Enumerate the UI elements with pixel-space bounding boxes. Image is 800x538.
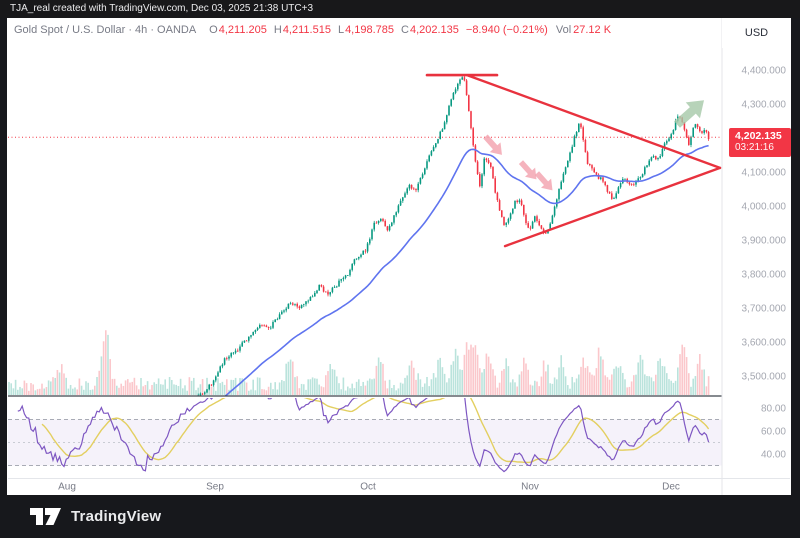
ohlc-value: 4,202.135	[409, 24, 459, 36]
svg-text:4,400.000: 4,400.000	[742, 66, 787, 77]
volume-label: Vol	[555, 24, 572, 36]
bullish-arrow	[674, 100, 705, 128]
change-value: −8.940 (−0.21%)	[465, 24, 548, 36]
currency-toggle-button[interactable]: USD	[722, 18, 791, 48]
svg-text:40.00: 40.00	[761, 450, 786, 461]
symbol-legend: Gold Spot / U.S. Dollar · 4h · OANDA O4,…	[14, 24, 611, 38]
svg-text:Nov: Nov	[521, 482, 539, 493]
chart-canvas[interactable]: 4,400.000 4,300.000 4,100.000 4,000.000 3,90…	[7, 18, 791, 495]
ohlc-value: 4,211.205	[218, 24, 267, 36]
svg-text:3,900.000: 3,900.000	[742, 236, 787, 247]
svg-text:3,800.000: 3,800.000	[742, 270, 787, 281]
axes: 4,400.000 4,300.000 4,100.000 4,000.000 3,90…	[8, 18, 790, 495]
ohlc-value: 4,198.785	[345, 24, 394, 36]
symbol-description[interactable]: Gold Spot / U.S. Dollar · 4h · OANDA	[14, 24, 197, 36]
svg-text:60.00: 60.00	[761, 427, 786, 438]
export-caption: TJA_real created with TradingView.com, D…	[10, 3, 314, 14]
svg-text:4,100.000: 4,100.000	[742, 168, 787, 179]
ohlc-label: C	[401, 24, 409, 36]
tradingview-logo-icon[interactable]	[30, 507, 62, 526]
svg-text:4,000.000: 4,000.000	[742, 202, 787, 213]
ohlc-label: H	[273, 24, 282, 36]
footer-bar: TradingView	[0, 495, 800, 538]
rsi-band	[8, 419, 722, 466]
volume-bars	[8, 330, 710, 395]
svg-text:Sep: Sep	[206, 482, 224, 493]
trendline-drawings	[8, 73, 722, 248]
tradingview-wordmark[interactable]: TradingView	[71, 508, 162, 525]
bearish-arrow	[483, 134, 502, 155]
svg-text:3,600.000: 3,600.000	[742, 338, 787, 349]
ohlc-label: L	[337, 24, 345, 36]
descending-trendline	[466, 74, 722, 170]
bar-countdown: 03:21:16	[735, 142, 774, 153]
bearish-arrow	[534, 171, 553, 191]
ma-line	[224, 144, 709, 396]
svg-text:3,500.000: 3,500.000	[742, 372, 787, 383]
volume-value: 27.12 K	[573, 24, 612, 36]
ascending-trendline	[503, 166, 722, 248]
svg-text:4,300.000: 4,300.000	[742, 100, 787, 111]
bearish-arrow	[518, 160, 537, 180]
export-titlebar: TJA_real created with TradingView.com, D…	[0, 0, 800, 18]
candles	[197, 75, 710, 396]
rsi-lines	[17, 398, 710, 473]
price-chart[interactable]: 4,400.000 4,300.000 4,100.000 4,000.000 3,90…	[7, 18, 791, 495]
svg-text:3,700.000: 3,700.000	[742, 304, 787, 315]
svg-text:80.00: 80.00	[761, 404, 786, 415]
svg-text:Oct: Oct	[360, 482, 376, 493]
svg-text:Aug: Aug	[58, 482, 76, 493]
last-price: 4,202.135	[735, 130, 782, 142]
last-price-badge: 4,202.135 03:21:16	[729, 128, 791, 157]
ohlc-label: O	[209, 24, 218, 36]
ohlc-value: 4,211.515	[282, 24, 331, 36]
ohlc-values: O4,211.205 H4,211.515 L4,198.785 C4,202.135	[202, 24, 459, 36]
svg-text:Dec: Dec	[662, 482, 680, 493]
